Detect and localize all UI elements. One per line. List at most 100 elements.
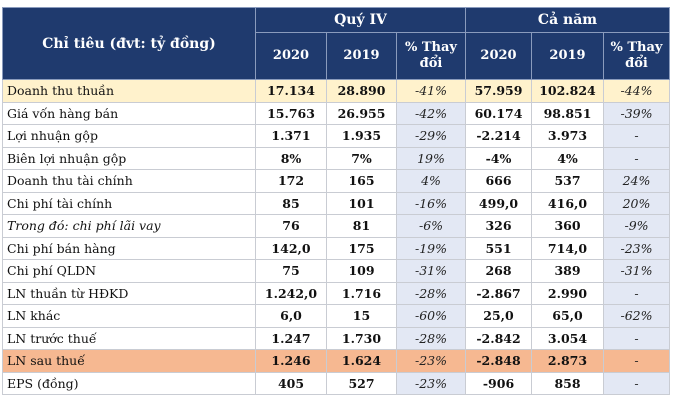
table-row: Chi phí bán hàng 142,0 175 -19% 551 714,… — [2, 236, 670, 260]
cell-q4-2020: 142,0 — [255, 236, 327, 260]
cell-year-2019: 389 — [531, 259, 604, 283]
table-row: Trong đó: chi phí lãi vay 76 81 -6% 326 … — [2, 214, 670, 238]
cell-q4-change: -60% — [396, 304, 466, 328]
cell-year-2019: 4% — [531, 146, 604, 170]
table-row: Doanh thu tài chính 172 165 4% 666 537 2… — [2, 169, 670, 193]
cell-q4-change: -28% — [396, 326, 466, 350]
cell-year-2020: 666 — [465, 169, 532, 193]
cell-q4-2019: 165 — [326, 169, 397, 193]
cell-year-change: 20% — [603, 191, 670, 215]
cell-year-2020: -2.848 — [465, 349, 532, 373]
cell-q4-2019: 7% — [326, 146, 397, 170]
cell-year-2019: 65,0 — [531, 304, 604, 328]
header-group-q4: Quý IV — [255, 7, 466, 33]
financial-results-table: Chỉ tiêu (đvt: tỷ đồng) Quý IV Cả năm 20… — [2, 7, 670, 395]
cell-q4-2019: 1.730 — [326, 326, 397, 350]
table-row: LN khác 6,0 15 -60% 25,0 65,0 -62% — [2, 304, 670, 328]
cell-q4-change: -23% — [396, 349, 466, 373]
cell-q4-2020: 1.242,0 — [255, 281, 327, 305]
cell-q4-change: -41% — [396, 79, 466, 103]
table-row: EPS (đồng) 405 527 -23% -906 858 - — [2, 371, 670, 395]
cell-q4-change: -16% — [396, 191, 466, 215]
cell-year-change: - — [603, 281, 670, 305]
cell-year-2020: -4% — [465, 146, 532, 170]
cell-q4-change: -28% — [396, 281, 466, 305]
cell-q4-change: 4% — [396, 169, 466, 193]
cell-year-change: - — [603, 371, 670, 395]
table-row: Lợi nhuận gộp 1.371 1.935 -29% -2.214 3.… — [2, 124, 670, 148]
cell-q4-2020: 405 — [255, 371, 327, 395]
cell-q4-2020: 8% — [255, 146, 327, 170]
cell-year-2019: 714,0 — [531, 236, 604, 260]
table-row: Chi phí QLDN 75 109 -31% 268 389 -31% — [2, 259, 670, 283]
table-row: LN thuần từ HĐKD 1.242,0 1.716 -28% -2.8… — [2, 281, 670, 305]
row-label: Doanh thu thuần — [2, 79, 256, 103]
table-row: Chi phí tài chính 85 101 -16% 499,0 416,… — [2, 191, 670, 215]
cell-q4-2019: 101 — [326, 191, 397, 215]
cell-year-change: -62% — [603, 304, 670, 328]
cell-year-change: -23% — [603, 236, 670, 260]
cell-year-2019: 537 — [531, 169, 604, 193]
cell-q4-2020: 1.246 — [255, 349, 327, 373]
cell-q4-change: -19% — [396, 236, 466, 260]
cell-year-change: - — [603, 146, 670, 170]
table-row: Doanh thu thuần 17.134 28.890 -41% 57.95… — [2, 79, 670, 103]
cell-q4-2020: 76 — [255, 214, 327, 238]
header-q4-2019: 2019 — [326, 32, 397, 80]
row-label: Chi phí tài chính — [2, 191, 256, 215]
header-year-2020: 2020 — [465, 32, 532, 80]
cell-year-2019: 858 — [531, 371, 604, 395]
cell-year-change: -9% — [603, 214, 670, 238]
cell-q4-change: -42% — [396, 101, 466, 125]
cell-q4-2020: 1.247 — [255, 326, 327, 350]
header-group-year: Cả năm — [465, 7, 670, 33]
row-label: Trong đó: chi phí lãi vay — [2, 214, 256, 238]
cell-q4-2020: 15.763 — [255, 101, 327, 125]
row-label: Doanh thu tài chính — [2, 169, 256, 193]
table-row: Giá vốn hàng bán 15.763 26.955 -42% 60.1… — [2, 101, 670, 125]
cell-year-2019: 3.973 — [531, 124, 604, 148]
row-label: LN sau thuế — [2, 349, 256, 373]
cell-year-change: - — [603, 349, 670, 373]
financial-table-container: Chỉ tiêu (đvt: tỷ đồng) Quý IV Cả năm 20… — [2, 7, 670, 395]
header-label: Chỉ tiêu (đvt: tỷ đồng) — [2, 7, 256, 80]
cell-q4-change: -29% — [396, 124, 466, 148]
cell-q4-2020: 6,0 — [255, 304, 327, 328]
row-label: LN khác — [2, 304, 256, 328]
cell-year-2019: 416,0 — [531, 191, 604, 215]
table-header: Chỉ tiêu (đvt: tỷ đồng) Quý IV Cả năm 20… — [2, 7, 670, 80]
cell-q4-change: -6% — [396, 214, 466, 238]
header-q4-2020: 2020 — [255, 32, 327, 80]
row-label: Chi phí bán hàng — [2, 236, 256, 260]
cell-q4-2019: 1.624 — [326, 349, 397, 373]
cell-year-change: -39% — [603, 101, 670, 125]
table-body: Doanh thu thuần 17.134 28.890 -41% 57.95… — [2, 79, 670, 395]
cell-q4-2020: 75 — [255, 259, 327, 283]
cell-q4-2019: 15 — [326, 304, 397, 328]
header-year-2019: 2019 — [531, 32, 604, 80]
cell-q4-2019: 1.935 — [326, 124, 397, 148]
cell-q4-change: -31% — [396, 259, 466, 283]
cell-q4-2019: 527 — [326, 371, 397, 395]
cell-year-change: - — [603, 124, 670, 148]
table-row: LN trước thuế 1.247 1.730 -28% -2.842 3.… — [2, 326, 670, 350]
cell-year-2019: 102.824 — [531, 79, 604, 103]
row-label: EPS (đồng) — [2, 371, 256, 395]
cell-q4-2020: 172 — [255, 169, 327, 193]
cell-year-2020: -2.867 — [465, 281, 532, 305]
cell-year-2020: -2.214 — [465, 124, 532, 148]
cell-year-2020: 326 — [465, 214, 532, 238]
cell-year-2019: 98.851 — [531, 101, 604, 125]
cell-year-2019: 2.990 — [531, 281, 604, 305]
cell-q4-2019: 26.955 — [326, 101, 397, 125]
cell-q4-2020: 85 — [255, 191, 327, 215]
cell-year-2020: 551 — [465, 236, 532, 260]
header-year-change: % Thay đổi — [603, 32, 670, 80]
cell-year-2020: 268 — [465, 259, 532, 283]
row-label: Lợi nhuận gộp — [2, 124, 256, 148]
cell-year-2020: 25,0 — [465, 304, 532, 328]
cell-year-2019: 3.054 — [531, 326, 604, 350]
cell-q4-change: -23% — [396, 371, 466, 395]
cell-year-change: - — [603, 326, 670, 350]
cell-year-change: -31% — [603, 259, 670, 283]
